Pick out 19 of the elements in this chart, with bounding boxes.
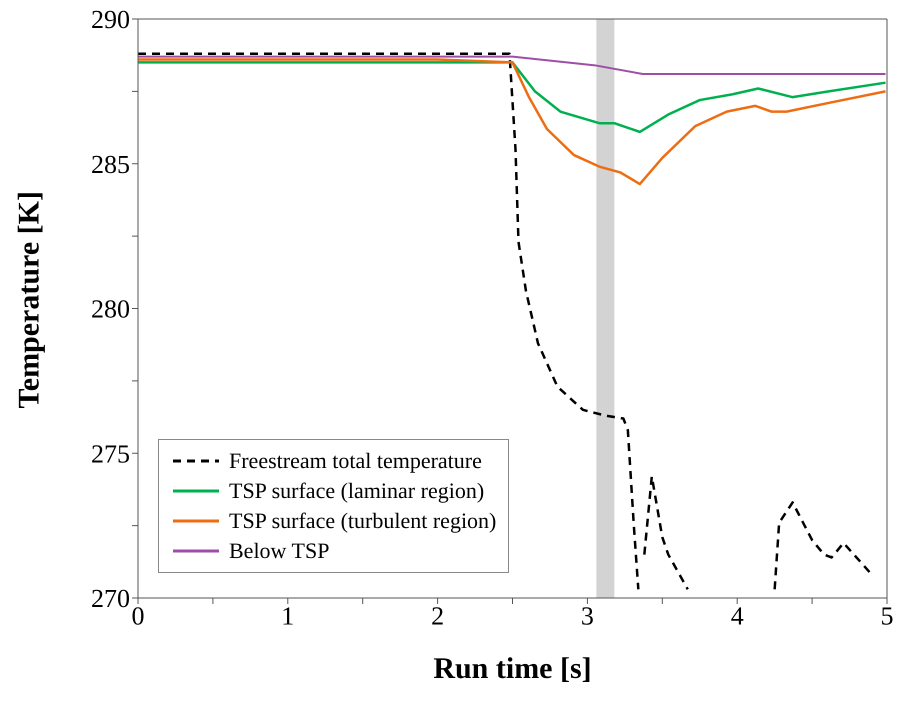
legend-label: TSP surface (laminar region) — [229, 478, 484, 504]
y-axis-title: Temperature [K] — [12, 191, 46, 408]
x-tick-label: 1 — [281, 601, 294, 630]
x-tick-label: 3 — [580, 601, 594, 630]
x-axis-title: Run time [s] — [433, 652, 592, 685]
y-tick-label: 275 — [91, 439, 130, 468]
line-series — [138, 58, 887, 186]
y-tick-label: 285 — [91, 150, 130, 179]
x-tick-label: 4 — [730, 601, 744, 630]
x-tick-label: 5 — [880, 601, 894, 630]
x-tick-label: 2 — [431, 601, 444, 630]
y-tick-label: 270 — [91, 584, 130, 614]
legend-label: Below TSP — [229, 538, 330, 564]
legend-label: TSP surface (turbulent region) — [229, 508, 496, 534]
x-tick-label: 0 — [132, 601, 144, 630]
line-series — [138, 61, 887, 134]
y-tick-label: 290 — [91, 5, 130, 34]
legend-label: Freestream total temperature — [229, 448, 482, 474]
y-tick-label: 280 — [91, 294, 130, 324]
